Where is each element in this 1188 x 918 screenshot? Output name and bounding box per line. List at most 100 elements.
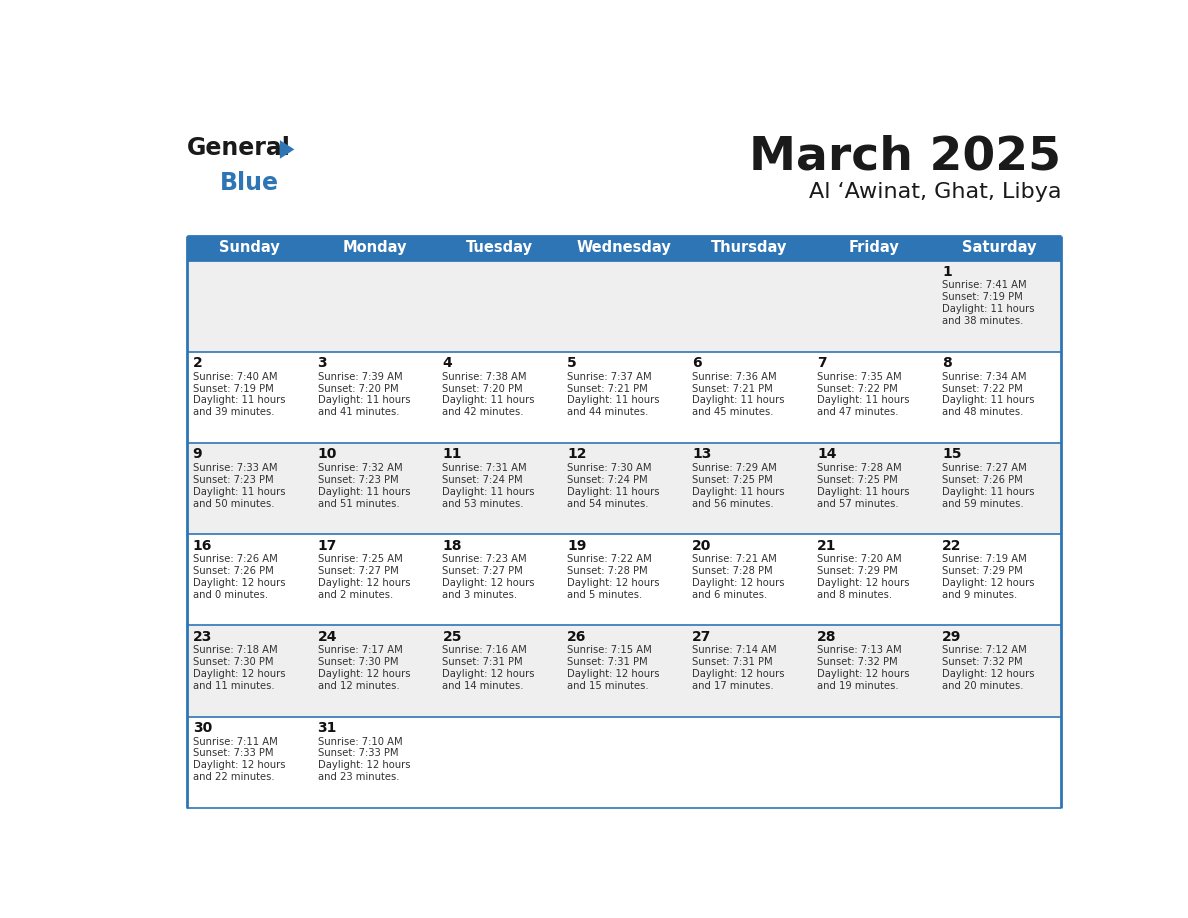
Text: Daylight: 11 hours: Daylight: 11 hours bbox=[942, 396, 1035, 406]
Bar bbox=[188, 352, 312, 442]
Text: Sunset: 7:29 PM: Sunset: 7:29 PM bbox=[942, 566, 1023, 576]
Bar bbox=[936, 236, 1061, 261]
Text: Saturday: Saturday bbox=[962, 241, 1036, 255]
Text: Sunrise: 7:28 AM: Sunrise: 7:28 AM bbox=[817, 463, 902, 473]
Bar bbox=[188, 717, 312, 808]
Text: 24: 24 bbox=[317, 630, 337, 644]
Text: Daylight: 12 hours: Daylight: 12 hours bbox=[192, 669, 285, 679]
Text: and 53 minutes.: and 53 minutes. bbox=[442, 498, 524, 509]
Text: Blue: Blue bbox=[220, 171, 279, 195]
Text: Daylight: 11 hours: Daylight: 11 hours bbox=[317, 396, 410, 406]
Text: and 11 minutes.: and 11 minutes. bbox=[192, 681, 274, 691]
Text: 23: 23 bbox=[192, 630, 211, 644]
Text: Sunset: 7:30 PM: Sunset: 7:30 PM bbox=[317, 657, 398, 667]
Text: 15: 15 bbox=[942, 447, 961, 462]
Bar bbox=[437, 534, 562, 625]
Bar bbox=[936, 352, 1061, 442]
Text: Sunset: 7:25 PM: Sunset: 7:25 PM bbox=[693, 475, 773, 485]
Bar bbox=[437, 236, 562, 261]
Text: Daylight: 11 hours: Daylight: 11 hours bbox=[442, 396, 535, 406]
Text: and 20 minutes.: and 20 minutes. bbox=[942, 681, 1024, 691]
Bar bbox=[188, 236, 312, 261]
Bar bbox=[437, 442, 562, 534]
Text: Daylight: 11 hours: Daylight: 11 hours bbox=[942, 487, 1035, 497]
Text: Daylight: 12 hours: Daylight: 12 hours bbox=[442, 578, 535, 588]
Text: 4: 4 bbox=[442, 356, 453, 370]
Text: 12: 12 bbox=[568, 447, 587, 462]
Bar bbox=[312, 236, 437, 261]
Text: Sunrise: 7:30 AM: Sunrise: 7:30 AM bbox=[568, 463, 652, 473]
Text: Sunrise: 7:32 AM: Sunrise: 7:32 AM bbox=[317, 463, 403, 473]
Text: 22: 22 bbox=[942, 539, 961, 553]
Bar bbox=[562, 625, 687, 717]
Text: Sunrise: 7:38 AM: Sunrise: 7:38 AM bbox=[442, 372, 527, 382]
Bar bbox=[811, 236, 936, 261]
Text: 2: 2 bbox=[192, 356, 202, 370]
Bar bbox=[562, 236, 687, 261]
Text: Daylight: 12 hours: Daylight: 12 hours bbox=[192, 760, 285, 770]
Text: Daylight: 11 hours: Daylight: 11 hours bbox=[192, 396, 285, 406]
Text: Daylight: 12 hours: Daylight: 12 hours bbox=[942, 669, 1035, 679]
Text: Sunset: 7:31 PM: Sunset: 7:31 PM bbox=[693, 657, 773, 667]
Text: and 3 minutes.: and 3 minutes. bbox=[442, 590, 518, 599]
Text: 31: 31 bbox=[317, 722, 337, 735]
Text: and 57 minutes.: and 57 minutes. bbox=[817, 498, 899, 509]
Text: and 48 minutes.: and 48 minutes. bbox=[942, 408, 1023, 418]
Bar bbox=[687, 236, 811, 261]
Text: Sunrise: 7:26 AM: Sunrise: 7:26 AM bbox=[192, 554, 278, 564]
Text: and 5 minutes.: and 5 minutes. bbox=[568, 590, 643, 599]
Text: Sunset: 7:26 PM: Sunset: 7:26 PM bbox=[942, 475, 1023, 485]
Text: Sunrise: 7:25 AM: Sunrise: 7:25 AM bbox=[317, 554, 403, 564]
Text: and 59 minutes.: and 59 minutes. bbox=[942, 498, 1024, 509]
Bar bbox=[312, 261, 437, 352]
Text: Sunset: 7:32 PM: Sunset: 7:32 PM bbox=[942, 657, 1023, 667]
Text: and 8 minutes.: and 8 minutes. bbox=[817, 590, 892, 599]
Text: March 2025: March 2025 bbox=[750, 134, 1061, 179]
Bar bbox=[188, 534, 312, 625]
Text: Sunset: 7:20 PM: Sunset: 7:20 PM bbox=[442, 384, 523, 394]
Text: 28: 28 bbox=[817, 630, 836, 644]
Text: Sunrise: 7:35 AM: Sunrise: 7:35 AM bbox=[817, 372, 902, 382]
Bar bbox=[562, 534, 687, 625]
Text: Sunset: 7:22 PM: Sunset: 7:22 PM bbox=[942, 384, 1023, 394]
Bar bbox=[811, 717, 936, 808]
Text: and 47 minutes.: and 47 minutes. bbox=[817, 408, 898, 418]
Text: Sunrise: 7:11 AM: Sunrise: 7:11 AM bbox=[192, 736, 278, 746]
Text: 20: 20 bbox=[693, 539, 712, 553]
Text: and 38 minutes.: and 38 minutes. bbox=[942, 316, 1023, 326]
Text: Sunrise: 7:14 AM: Sunrise: 7:14 AM bbox=[693, 645, 777, 655]
Polygon shape bbox=[280, 140, 295, 159]
Text: 13: 13 bbox=[693, 447, 712, 462]
Text: Sunset: 7:27 PM: Sunset: 7:27 PM bbox=[317, 566, 398, 576]
Text: General: General bbox=[188, 136, 291, 160]
Text: Sunset: 7:27 PM: Sunset: 7:27 PM bbox=[442, 566, 523, 576]
Text: Daylight: 12 hours: Daylight: 12 hours bbox=[442, 669, 535, 679]
Text: 27: 27 bbox=[693, 630, 712, 644]
Bar bbox=[437, 261, 562, 352]
Text: 5: 5 bbox=[568, 356, 577, 370]
Text: Sunrise: 7:12 AM: Sunrise: 7:12 AM bbox=[942, 645, 1026, 655]
Text: and 12 minutes.: and 12 minutes. bbox=[317, 681, 399, 691]
Text: Daylight: 12 hours: Daylight: 12 hours bbox=[693, 669, 785, 679]
Text: Sunrise: 7:29 AM: Sunrise: 7:29 AM bbox=[693, 463, 777, 473]
Bar bbox=[936, 625, 1061, 717]
Text: and 17 minutes.: and 17 minutes. bbox=[693, 681, 773, 691]
Text: Daylight: 11 hours: Daylight: 11 hours bbox=[442, 487, 535, 497]
Bar bbox=[312, 717, 437, 808]
Bar bbox=[562, 717, 687, 808]
Bar bbox=[437, 352, 562, 442]
Text: 25: 25 bbox=[442, 630, 462, 644]
Bar bbox=[811, 352, 936, 442]
Text: Sunset: 7:23 PM: Sunset: 7:23 PM bbox=[317, 475, 398, 485]
Text: Daylight: 11 hours: Daylight: 11 hours bbox=[317, 487, 410, 497]
Bar bbox=[188, 625, 312, 717]
Text: 7: 7 bbox=[817, 356, 827, 370]
Text: and 0 minutes.: and 0 minutes. bbox=[192, 590, 267, 599]
Bar bbox=[936, 717, 1061, 808]
Text: 3: 3 bbox=[317, 356, 327, 370]
Text: 18: 18 bbox=[442, 539, 462, 553]
Text: Sunrise: 7:15 AM: Sunrise: 7:15 AM bbox=[568, 645, 652, 655]
Text: 29: 29 bbox=[942, 630, 961, 644]
Text: Daylight: 12 hours: Daylight: 12 hours bbox=[568, 669, 659, 679]
Text: and 22 minutes.: and 22 minutes. bbox=[192, 772, 274, 782]
